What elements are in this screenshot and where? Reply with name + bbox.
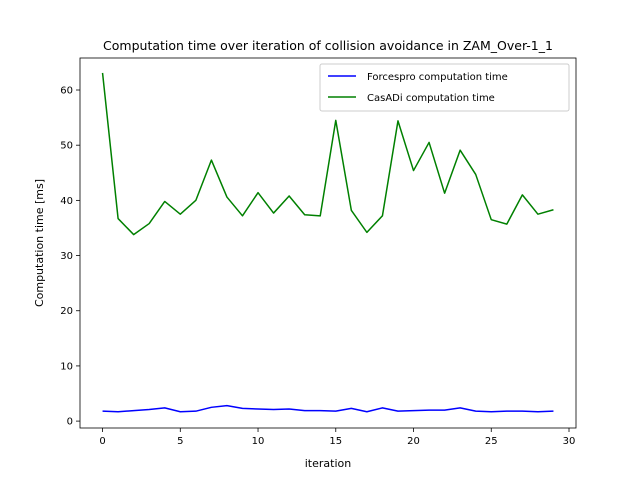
chart-title: Computation time over iteration of colli… (103, 38, 553, 53)
axes-frame (79, 57, 577, 429)
y-tick-label: 40 (60, 196, 73, 207)
legend-label-forcespro: Forcespro computation time (367, 72, 508, 83)
y-axis-label: Computation time [ms] (33, 179, 46, 307)
x-tick-label: 10 (252, 436, 265, 447)
series-line-0 (102, 404, 554, 413)
legend-label-casadi: CasADi computation time (367, 93, 495, 104)
plot-lines (101, 72, 554, 413)
y-tick-label: 60 (60, 86, 73, 97)
y-tick-label: 30 (60, 251, 73, 262)
x-tick-label: 20 (407, 436, 420, 447)
series-line-1 (101, 72, 554, 236)
y-tick-label: 0 (67, 417, 73, 428)
x-axis-label: iteration (305, 457, 351, 470)
x-tick-label: 15 (329, 436, 342, 447)
x-tick-label: 5 (177, 436, 183, 447)
x-axis: 0 5 10 15 20 25 30 (99, 428, 575, 447)
legend-box (319, 63, 570, 112)
y-tick-label: 20 (60, 306, 73, 317)
y-tick-label: 50 (60, 141, 73, 152)
x-tick-label: 0 (99, 436, 105, 447)
y-tick-label: 10 (60, 361, 73, 372)
legend: Forcespro computation time CasADi comput… (319, 63, 570, 112)
x-tick-label: 25 (485, 436, 498, 447)
x-tick-label: 30 (563, 436, 576, 447)
y-axis: 0 10 20 30 40 50 60 (60, 86, 80, 428)
